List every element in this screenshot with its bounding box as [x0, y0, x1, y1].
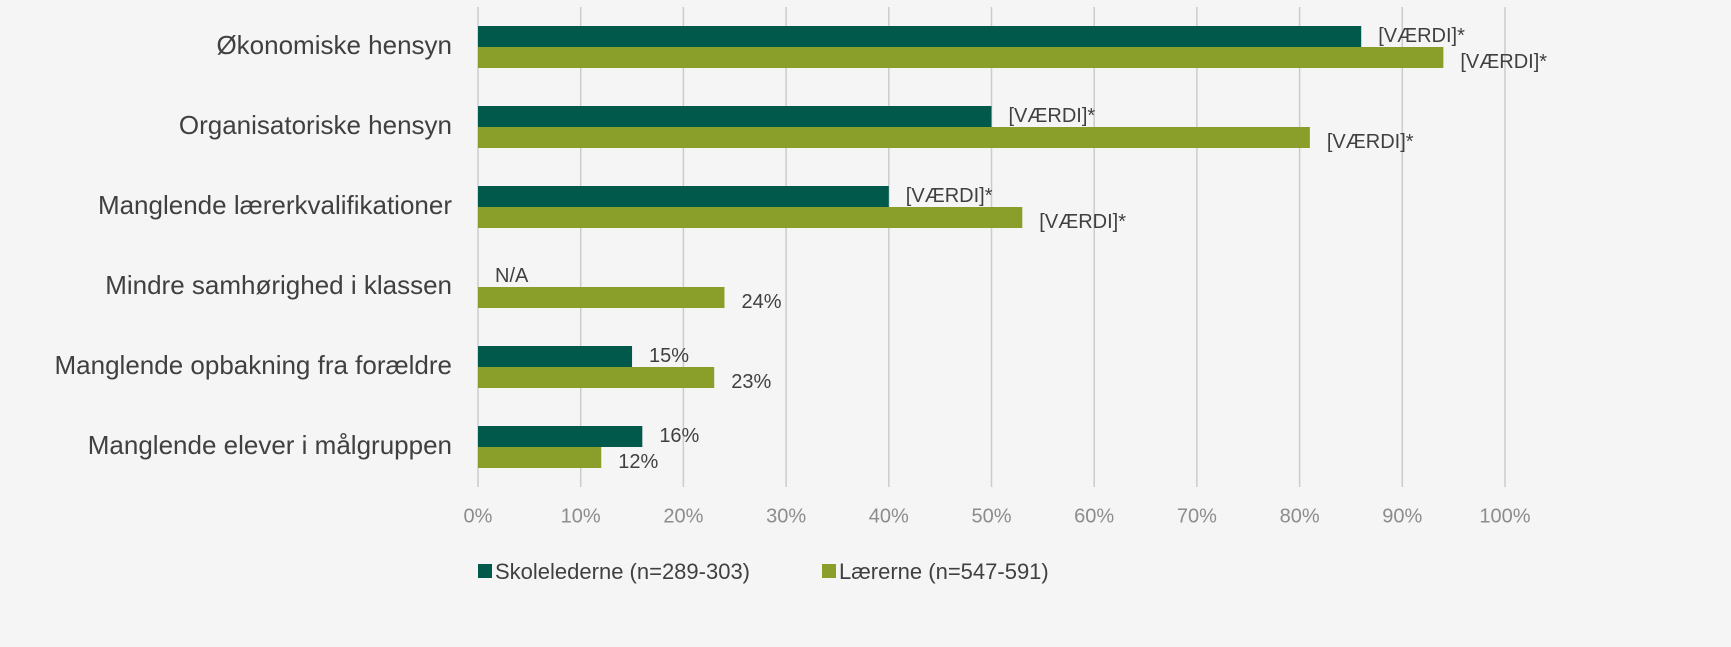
- value-label: [VÆRDI]*: [1039, 211, 1126, 233]
- value-label: 12%: [618, 451, 658, 473]
- value-label: 16%: [659, 425, 699, 447]
- x-tick-label: 70%: [1177, 505, 1217, 527]
- value-label: N/A: [495, 265, 529, 287]
- x-tick-label: 10%: [561, 505, 601, 527]
- legend-swatch: [478, 564, 492, 578]
- value-label: [VÆRDI]*: [1378, 25, 1465, 47]
- value-label: 23%: [731, 371, 771, 393]
- category-label: Organisatoriske hensyn: [179, 110, 452, 140]
- bar: [478, 106, 992, 127]
- bar: [478, 426, 643, 447]
- legend-label: Lærerne (n=547-591): [839, 559, 1049, 584]
- category-label: Manglende opbakning fra forældre: [55, 350, 452, 380]
- bar: [478, 346, 633, 367]
- category-label: Manglende elever i målgruppen: [88, 430, 452, 460]
- value-label: 24%: [741, 291, 781, 313]
- value-label: 15%: [649, 345, 689, 367]
- bar: [478, 287, 725, 308]
- legend-swatch: [822, 564, 836, 578]
- value-label: [VÆRDI]*: [1460, 51, 1547, 73]
- value-label: [VÆRDI]*: [1009, 105, 1096, 127]
- legend-label: Skolelederne (n=289-303): [495, 559, 750, 584]
- bar: [478, 47, 1444, 68]
- bar: [478, 26, 1362, 47]
- category-label: Mindre samhørighed i klassen: [105, 270, 452, 300]
- bar: [478, 127, 1310, 148]
- x-tick-label: 100%: [1479, 505, 1530, 527]
- bar: [478, 367, 715, 388]
- value-label: [VÆRDI]*: [1327, 131, 1414, 153]
- x-tick-label: 60%: [1074, 505, 1114, 527]
- x-tick-label: 40%: [869, 505, 909, 527]
- x-tick-label: 50%: [971, 505, 1011, 527]
- bar: [478, 447, 602, 468]
- x-tick-label: 30%: [766, 505, 806, 527]
- x-tick-label: 20%: [663, 505, 703, 527]
- x-tick-label: 0%: [464, 505, 493, 527]
- bar: [478, 186, 889, 207]
- bar: [478, 207, 1023, 228]
- category-label: Manglende lærerkvalifikationer: [98, 190, 452, 220]
- x-tick-label: 80%: [1280, 505, 1320, 527]
- value-label: [VÆRDI]*: [906, 185, 993, 207]
- x-tick-label: 90%: [1382, 505, 1422, 527]
- category-label: Økonomiske hensyn: [216, 30, 452, 60]
